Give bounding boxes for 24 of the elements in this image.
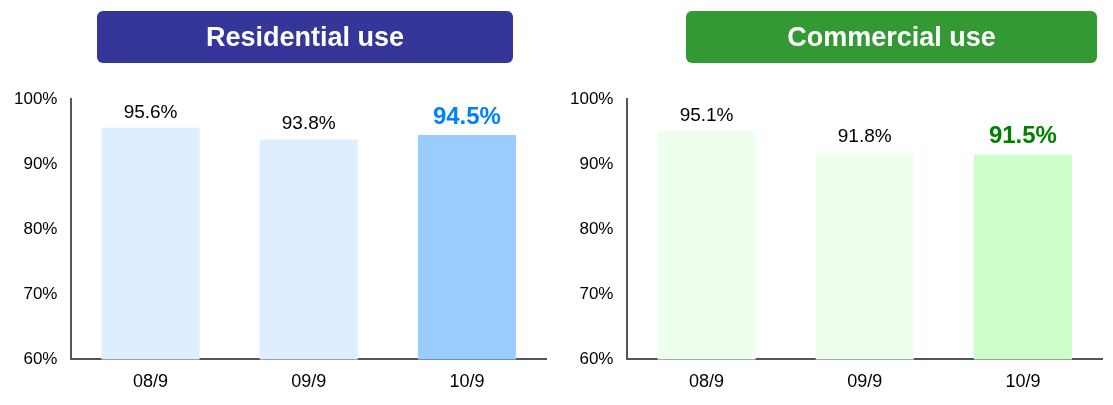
text: 95.6% [123,100,178,122]
x-tick-label: 09/9 [847,371,883,392]
chart-title: Commercial use [686,11,1097,63]
x-tick-label: 08/9 [689,371,725,392]
chart-title: Residential use [97,11,513,63]
y-tick-label: 80% [23,218,58,238]
x-tick-label: 08/9 [133,371,169,392]
y-tick-label: 90% [23,153,58,173]
y-tick-label: 60% [23,349,58,369]
y-tick-label: 60% [579,349,614,369]
y-tick-label: 90% [579,153,614,173]
y-tick-label: 100% [570,88,614,108]
x-tick-label: 10/9 [449,371,485,392]
y-tick-label: 70% [579,284,614,304]
text: 93.8% [281,112,336,134]
text: 91.5% [988,121,1057,149]
y-tick-label: 70% [23,284,58,304]
x-tick-label: 10/9 [1005,371,1041,392]
text: 94.5% [432,101,501,129]
x-tick-label: 09/9 [291,371,327,392]
y-tick-label: 80% [579,218,614,238]
text: 95.1% [679,103,734,125]
y-tick-label: 100% [14,88,58,108]
text: 91.8% [837,125,892,147]
